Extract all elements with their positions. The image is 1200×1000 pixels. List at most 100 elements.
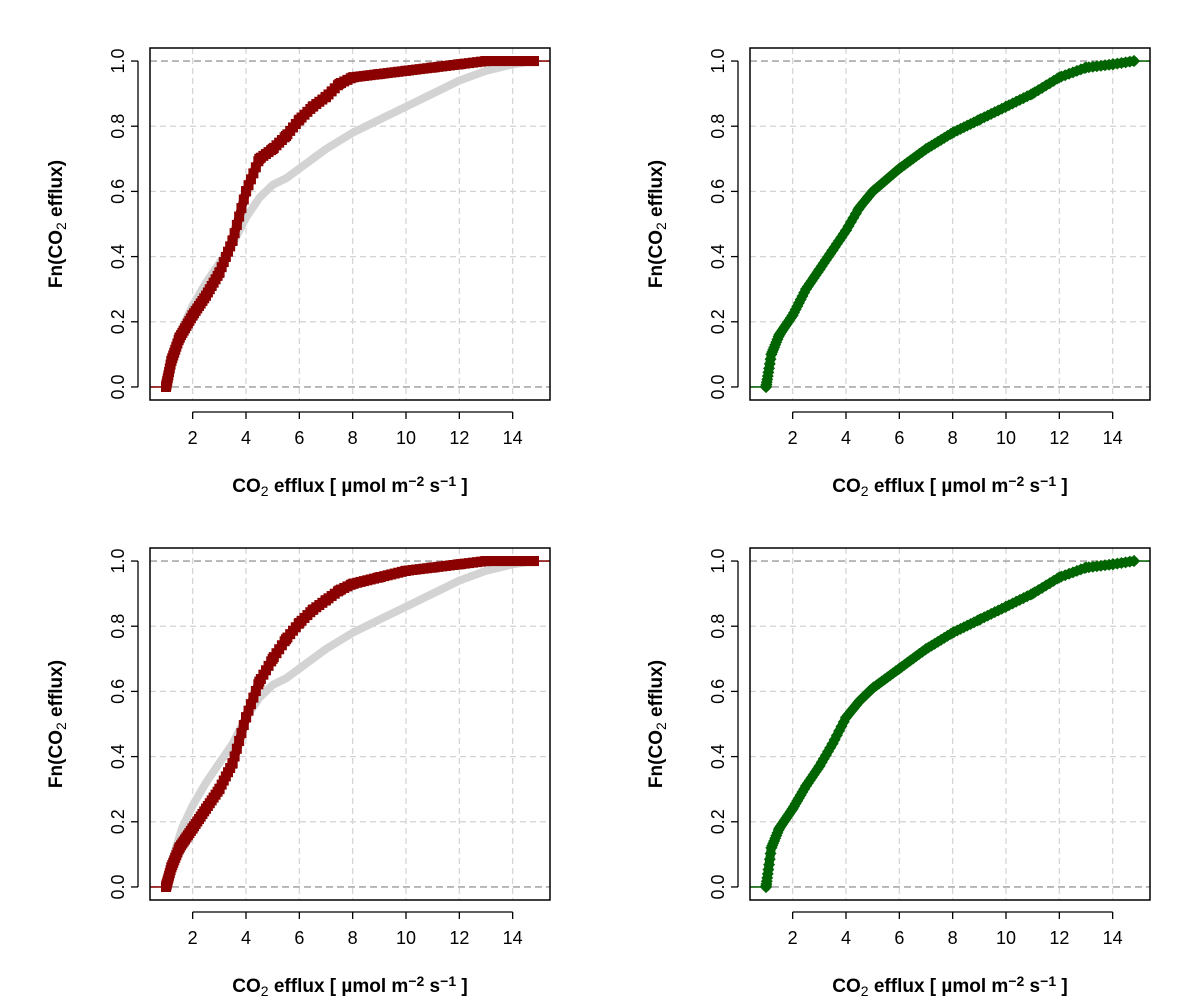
data-point — [245, 174, 256, 185]
series-line — [762, 557, 1138, 891]
data-point — [401, 565, 411, 576]
data-point — [334, 78, 345, 89]
series-sample — [750, 55, 1150, 393]
y-tick-label: 1.0 — [708, 49, 728, 74]
x-tick-label: 8 — [348, 428, 358, 448]
y-tick-label: 0.4 — [708, 744, 728, 769]
x-axis-title: CO2 efflux [ µmol m−2 s−1 ] — [232, 473, 467, 499]
data-point — [234, 735, 245, 746]
x-axis-title: CO2 efflux [ µmol m−2 s−1 ] — [832, 973, 1067, 999]
data-point — [227, 235, 238, 246]
data-point — [281, 131, 291, 141]
data-point — [866, 682, 879, 695]
data-point — [973, 113, 986, 126]
data-point — [294, 617, 305, 628]
data-point — [241, 712, 251, 723]
data-point — [1106, 558, 1119, 571]
x-tick-label: 12 — [1049, 928, 1069, 948]
plot-frame — [749, 47, 1151, 401]
data-point — [946, 626, 959, 639]
y-tick-label: 0.2 — [708, 309, 728, 334]
data-point — [1000, 600, 1012, 613]
data-point — [294, 114, 305, 125]
data-point — [334, 585, 345, 596]
data-point — [826, 737, 839, 750]
data-point — [214, 784, 225, 795]
data-point — [229, 751, 240, 762]
y-tick-label: 0.8 — [708, 114, 728, 139]
data-point — [1080, 561, 1092, 574]
data-point — [201, 803, 211, 814]
data-point — [248, 168, 259, 179]
data-point — [760, 880, 772, 893]
x-tick-label: 12 — [449, 428, 469, 448]
x-tick-label: 8 — [948, 428, 958, 448]
x-tick-label: 12 — [1049, 428, 1069, 448]
data-point — [267, 144, 278, 155]
data-point — [893, 162, 906, 175]
data-point — [227, 758, 238, 769]
data-point — [234, 211, 245, 222]
y-tick-label: 0.4 — [108, 244, 128, 269]
series-reference — [150, 57, 550, 391]
data-point — [245, 699, 256, 710]
data-point — [853, 201, 866, 214]
data-point — [813, 263, 826, 276]
data-point — [853, 695, 866, 708]
data-point — [765, 841, 778, 854]
x-tick-label: 2 — [188, 928, 198, 948]
data-point — [243, 705, 254, 716]
y-tick-label: 0.0 — [108, 374, 128, 399]
x-tick-label: 10 — [996, 928, 1016, 948]
data-point — [166, 862, 177, 873]
data-point — [174, 333, 185, 344]
series-line — [162, 557, 538, 891]
y-tick-label: 0.0 — [108, 874, 128, 899]
y-tick-label: 0.8 — [708, 614, 728, 639]
plot-frame — [149, 47, 551, 401]
series-sample — [150, 56, 550, 392]
series-sample — [750, 555, 1150, 893]
data-point — [321, 595, 331, 606]
x-tick-label: 4 — [841, 928, 851, 948]
series-reference — [750, 57, 1150, 391]
data-point — [1053, 71, 1066, 84]
y-tick-label: 0.2 — [108, 809, 128, 834]
y-tick-label: 0.4 — [108, 744, 128, 769]
data-point — [773, 822, 786, 835]
x-tick-label: 4 — [241, 428, 251, 448]
data-point — [187, 310, 198, 321]
y-tick-label: 1.0 — [108, 49, 128, 74]
y-axis-title: Fn(CO2 efflux) — [646, 160, 669, 288]
data-point — [231, 743, 242, 754]
series-line — [761, 556, 1139, 892]
x-tick-label: 6 — [894, 428, 904, 448]
x-tick-label: 12 — [449, 928, 469, 948]
plot-frame — [749, 547, 1151, 901]
x-tick-label: 14 — [1103, 928, 1123, 948]
x-axis-title: CO2 efflux [ µmol m−2 s−1 ] — [232, 973, 467, 999]
data-point — [840, 711, 852, 724]
x-tick-label: 8 — [948, 928, 958, 948]
data-point — [1026, 87, 1039, 100]
x-tick-label: 10 — [996, 428, 1016, 448]
data-point — [216, 262, 227, 273]
x-tick-label: 14 — [503, 428, 523, 448]
data-point — [840, 224, 852, 237]
data-point — [307, 101, 318, 112]
y-tick-label: 0.6 — [108, 179, 128, 204]
data-point — [893, 662, 906, 675]
data-point — [826, 244, 839, 257]
y-tick-label: 0.0 — [708, 374, 728, 399]
y-tick-label: 0.8 — [108, 614, 128, 639]
y-tick-label: 0.6 — [708, 679, 728, 704]
data-point — [813, 760, 826, 773]
x-tick-label: 6 — [294, 928, 304, 948]
data-point — [1053, 571, 1066, 584]
data-point — [481, 56, 491, 67]
data-point — [236, 728, 247, 739]
data-point — [529, 556, 539, 567]
panel-top-right: 2 4 6 8 10 12 14 0.0 0.2 0.4 0.6 0.8 1.0 CO2 efflux [… — [646, 47, 1151, 499]
data-point — [220, 251, 231, 262]
